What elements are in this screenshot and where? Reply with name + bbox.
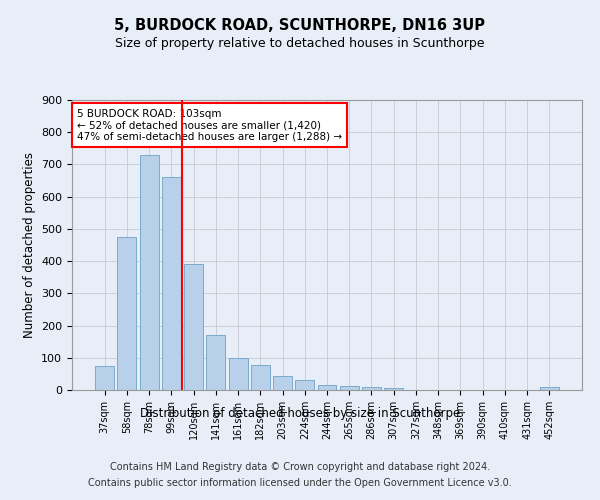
Bar — [340, 386, 359, 390]
Bar — [206, 334, 225, 390]
Bar — [184, 264, 203, 390]
Text: 5, BURDOCK ROAD, SCUNTHORPE, DN16 3UP: 5, BURDOCK ROAD, SCUNTHORPE, DN16 3UP — [115, 18, 485, 32]
Text: Contains HM Land Registry data © Crown copyright and database right 2024.: Contains HM Land Registry data © Crown c… — [110, 462, 490, 472]
Bar — [118, 237, 136, 390]
Bar — [140, 155, 158, 390]
Text: Contains public sector information licensed under the Open Government Licence v3: Contains public sector information licen… — [88, 478, 512, 488]
Bar — [317, 386, 337, 390]
Bar — [251, 365, 270, 390]
Bar — [273, 376, 292, 390]
Bar — [162, 178, 181, 390]
Bar — [384, 388, 403, 390]
Bar — [229, 358, 248, 390]
Bar — [95, 366, 114, 390]
Bar — [362, 387, 381, 390]
Text: Distribution of detached houses by size in Scunthorpe: Distribution of detached houses by size … — [140, 408, 460, 420]
Text: 5 BURDOCK ROAD: 103sqm
← 52% of detached houses are smaller (1,420)
47% of semi-: 5 BURDOCK ROAD: 103sqm ← 52% of detached… — [77, 108, 342, 142]
Bar — [540, 387, 559, 390]
Text: Size of property relative to detached houses in Scunthorpe: Size of property relative to detached ho… — [115, 38, 485, 51]
Bar — [295, 380, 314, 390]
Y-axis label: Number of detached properties: Number of detached properties — [23, 152, 35, 338]
